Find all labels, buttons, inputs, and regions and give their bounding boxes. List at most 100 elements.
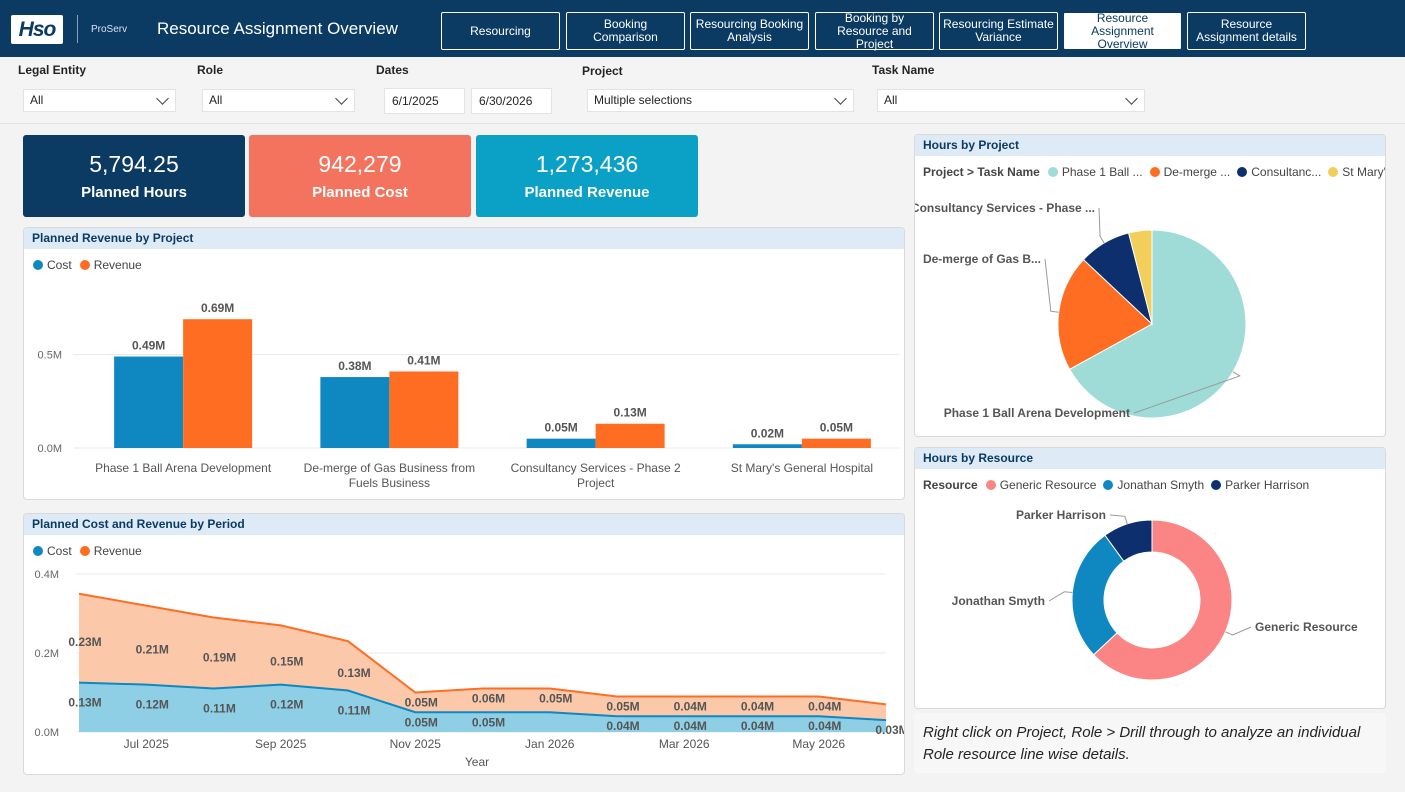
hours-by-resource-donut: Generic Resource Jonathan Smyth Parker Har…: [952, 508, 1358, 681]
cost-area: [79, 682, 886, 732]
planned-hours-value: 5,794.25: [89, 151, 179, 177]
nav-resourcing-button[interactable]: Resourcing: [441, 12, 560, 50]
legend-dot: [1149, 167, 1160, 177]
revenue-data-label: 0.23M: [68, 635, 101, 649]
cost-bar: [320, 377, 390, 448]
hours-by-project-panel: Hours by Project Project > Task Name Pha…: [914, 134, 1386, 437]
project-dropdown[interactable]: Multiple selections: [587, 89, 854, 112]
pie-leader-line: [1133, 371, 1241, 414]
end-date-input[interactable]: 6/30/2026: [471, 88, 552, 114]
legend-label: Jonathan Smyth: [1117, 478, 1205, 492]
drill-through-note: Right click on Project, Role > Drill thr…: [914, 713, 1386, 773]
revenue-bar: [389, 371, 459, 448]
bar-data-label: 0.49M: [132, 339, 165, 353]
hours-by-resource-legend: Resource Generic Resource Jonathan Smyth…: [923, 478, 1309, 492]
top-header-bar: Hso ProServ Resource Assignment Overview…: [0, 0, 1405, 57]
bar-data-label: 0.38M: [338, 359, 371, 373]
cost-revenue-period-legend: Cost Revenue: [33, 544, 142, 558]
x-category-label: Project: [577, 476, 615, 490]
planned-cost-value: 942,279: [318, 151, 402, 177]
hours-by-resource-panel: Hours by Resource Resource Generic Resou…: [914, 447, 1386, 709]
revenue-legend-dot: [79, 260, 90, 270]
cost-data-label: 0.03M: [875, 723, 905, 737]
revenue-bar: [801, 438, 871, 448]
pie-slice: [1068, 229, 1247, 419]
bar-data-label: 0.05M: [544, 421, 577, 435]
revenue-legend-dot: [79, 546, 90, 556]
revenue-bar: [183, 319, 253, 448]
planned-revenue-card: 1,273,436 Planned Revenue: [476, 135, 698, 217]
cost-data-label: 0.11M: [203, 702, 236, 716]
cost-bar: [526, 438, 596, 448]
dates-label: Dates: [376, 63, 409, 77]
cost-bar: [732, 444, 802, 448]
cost-data-label: 0.04M: [741, 719, 774, 733]
legend-label: Phase 1 Ball ...: [1061, 165, 1143, 179]
cost-bar: [114, 356, 184, 448]
revenue-legend-label: Revenue: [93, 544, 142, 558]
legend-dot: [1047, 167, 1058, 177]
sub-brand-label: ProServ: [91, 24, 128, 35]
planned-hours-card: 5,794.25 Planned Hours: [23, 135, 245, 217]
x-tick-label: May 2026: [792, 737, 845, 751]
revenue-data-label: 0.05M: [405, 696, 438, 710]
donut-slice: [1104, 519, 1153, 562]
legend-dot: [1328, 167, 1339, 177]
nav-booking-by-resource-button[interactable]: Booking by Resource and Project: [815, 11, 934, 50]
role-value: All: [209, 93, 223, 107]
nav-resourcing-estimate-variance-button[interactable]: Resourcing Estimate Variance: [939, 12, 1058, 50]
hours-by-resource-legend-title: Resource: [923, 478, 978, 492]
donut-slice: [1092, 519, 1233, 681]
nav-resourcing-booking-analysis-button[interactable]: Resourcing Booking Analysis: [690, 12, 809, 50]
legal-entity-dropdown[interactable]: All: [23, 89, 176, 112]
hours-by-project-title: Hours by Project: [915, 135, 1385, 156]
legend-label: Consultanc...: [1251, 165, 1322, 179]
project-value: Multiple selections: [594, 93, 693, 107]
bar-data-label: 0.13M: [613, 406, 646, 420]
revenue-data-label: 0.06M: [472, 692, 505, 706]
x-tick-label: Sep 2025: [255, 737, 307, 751]
bar-data-label: 0.05M: [820, 421, 853, 435]
role-dropdown[interactable]: All: [202, 89, 355, 112]
nav-resource-assignment-overview-button[interactable]: Resource Assignment Overview: [1063, 11, 1182, 50]
revenue-data-label: 0.13M: [337, 666, 370, 680]
revenue-by-project-title: Planned Revenue by Project: [24, 228, 904, 249]
hours-by-project-legend-title: Project > Task Name: [923, 165, 1040, 179]
hours-by-resource-title: Hours by Resource: [915, 448, 1385, 469]
cost-revenue-period-title: Planned Cost and Revenue by Period: [24, 514, 904, 535]
nav-booking-comparison-button[interactable]: Booking Comparison: [566, 12, 685, 50]
revenue-data-label: 0.04M: [741, 699, 774, 713]
y-tick-label: 0.4M: [35, 569, 59, 581]
nav-resource-assignment-details-button[interactable]: Resource Assignment details: [1187, 12, 1306, 50]
donut-slice-label: Parker Harrison: [1016, 508, 1106, 522]
legend-label: Parker Harrison: [1225, 478, 1310, 492]
task-name-dropdown[interactable]: All: [877, 89, 1145, 112]
x-category-label: De-merge of Gas Business from: [304, 461, 475, 475]
cost-revenue-period-panel: Planned Cost and Revenue by Period Cost …: [23, 513, 905, 775]
cost-data-label: 0.05M: [405, 715, 438, 729]
y-tick-label: 0.0M: [35, 727, 59, 739]
pie-slice: [1128, 229, 1153, 325]
logo-divider: [77, 15, 78, 43]
legend-dot: [1103, 480, 1114, 490]
pie-slice-label: De-merge of Gas B...: [923, 252, 1041, 266]
cost-data-label: 0.05M: [472, 715, 505, 729]
cost-data-label: 0.11M: [338, 704, 371, 718]
x-tick-label: Mar 2026: [659, 737, 710, 751]
start-date-input[interactable]: 6/1/2025: [384, 88, 465, 114]
x-tick-label: Jul 2025: [124, 737, 170, 751]
revenue-line: [78, 592, 887, 706]
x-category-label: Fuels Business: [349, 476, 430, 490]
revenue-data-label: 0.05M: [606, 699, 639, 713]
cost-data-label: 0.12M: [270, 698, 303, 712]
donut-leader-line: [1109, 514, 1128, 525]
revenue-data-label: 0.19M: [203, 650, 236, 664]
pie-slice-label: Phase 1 Ball Arena Development: [944, 406, 1130, 420]
revenue-data-label: 0.15M: [270, 654, 303, 668]
pie-leader-line: [1098, 207, 1105, 244]
legend-label: Generic Resource: [999, 478, 1097, 492]
revenue-data-label: 0.04M: [674, 699, 707, 713]
cost-line: [78, 681, 887, 722]
cost-legend-dot: [33, 260, 43, 270]
y-tick-label: 0.5M: [38, 350, 62, 362]
